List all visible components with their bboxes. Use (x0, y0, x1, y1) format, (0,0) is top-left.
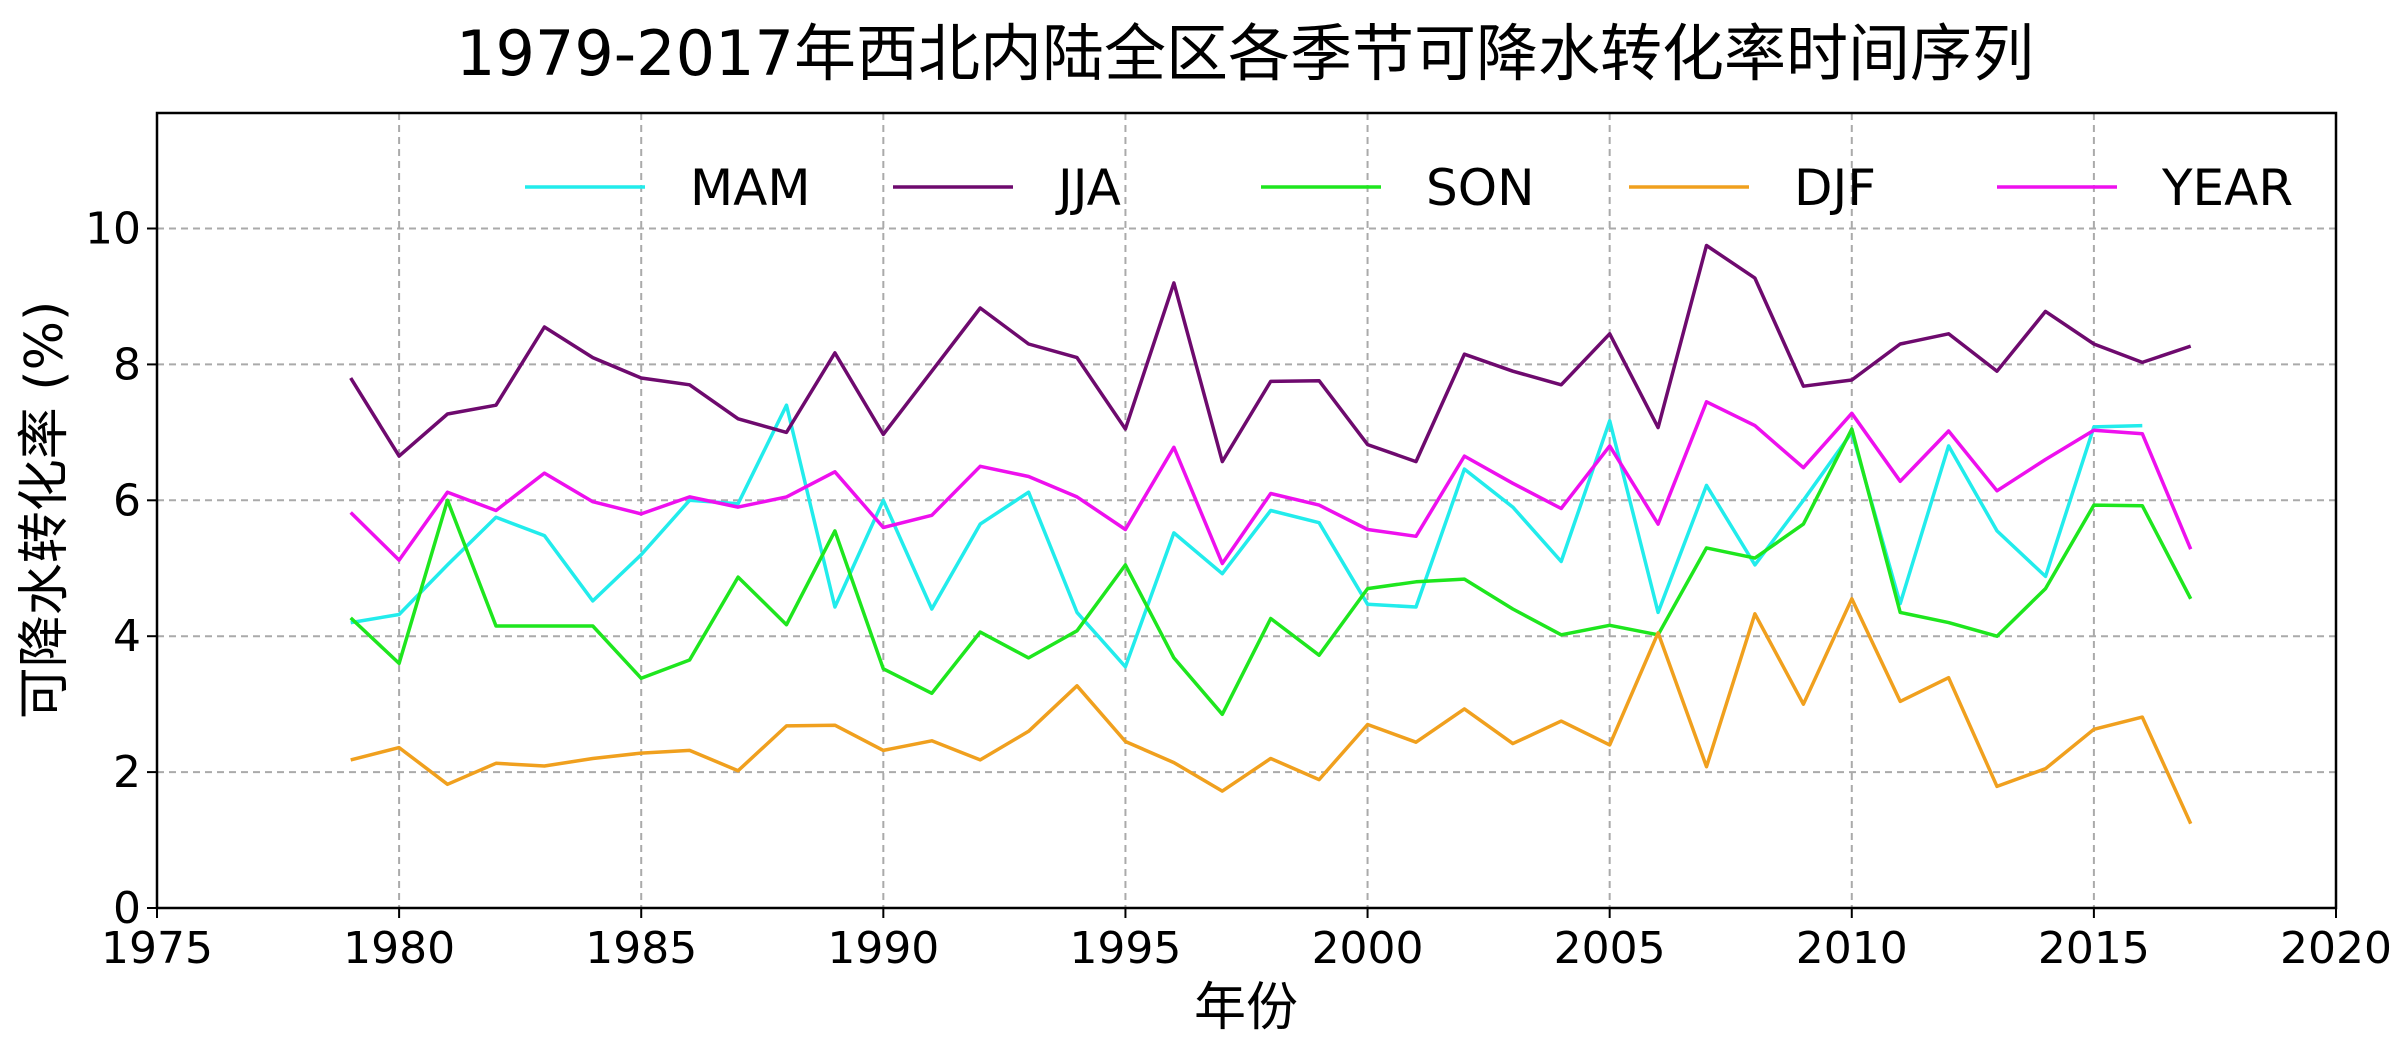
y-axis-label: 可降水转化率 (%) (15, 301, 75, 720)
series-line-jja (349, 243, 2192, 464)
x-tick-label: 2015 (2038, 923, 2150, 974)
plot-frame (155, 111, 2338, 910)
x-tick-label: 2010 (1796, 923, 1908, 974)
x-tick-label: 1975 (101, 923, 213, 974)
x-tick-label: 2000 (1312, 923, 1424, 974)
legend-label-son: SON (1426, 159, 1535, 217)
ticks: 1975 1980 1985 1990 1995 2000 2005 2010 2015 2020… (85, 204, 2392, 974)
series-line-year (349, 400, 2193, 566)
legend-label-mam: MAM (690, 159, 810, 217)
y-tick-label: 4 (113, 611, 141, 662)
y-tick-label: 0 (113, 883, 141, 934)
grid (157, 113, 2336, 908)
x-tick-label: 2005 (1554, 923, 1666, 974)
x-tick-label: 1995 (1069, 923, 1181, 974)
legend-label-djf: DJF (1794, 159, 1876, 217)
chart-title: 1979-2017年西北内陆全区各季节可降水转化率时间序列 (456, 17, 2034, 90)
legend-label-jja: JJA (1055, 159, 1121, 217)
x-tick-label: 1990 (827, 923, 939, 974)
x-tick-label: 1980 (343, 923, 455, 974)
x-tick-label: 2020 (2280, 923, 2392, 974)
series-lines (349, 243, 2193, 825)
y-tick-label: 8 (113, 339, 141, 390)
legend: MAM JJA SON DJF YEAR (525, 159, 2293, 217)
legend-label-year: YEAR (2161, 159, 2293, 217)
series-line-djf (350, 597, 2193, 825)
y-tick-label: 6 (113, 475, 141, 526)
y-tick-label: 2 (113, 747, 141, 798)
x-tick-label: 1985 (585, 923, 697, 974)
series-line-son (349, 427, 2193, 717)
y-tick-label: 10 (85, 204, 141, 255)
x-axis-label: 年份 (1194, 978, 1298, 1038)
